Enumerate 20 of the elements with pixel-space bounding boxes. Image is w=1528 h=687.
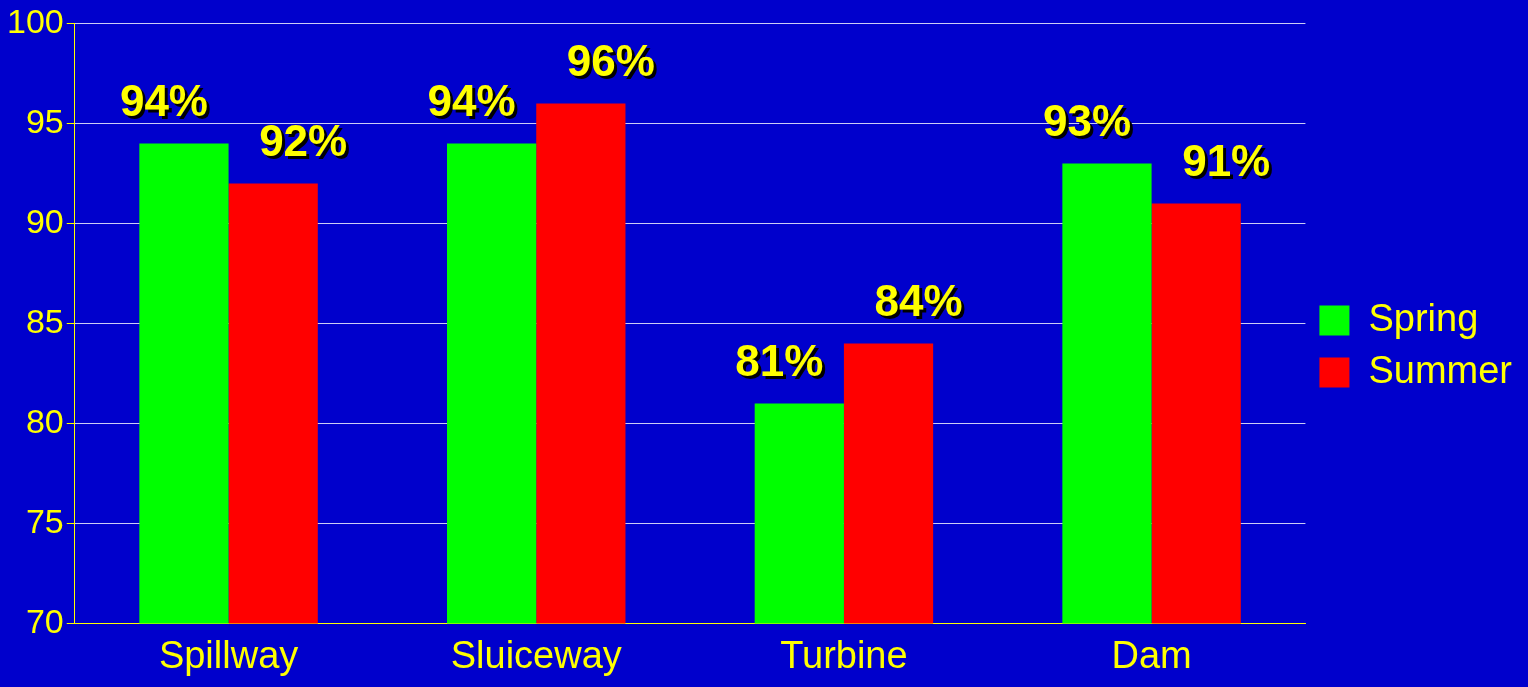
x-tick-label: Sluiceway [450,633,622,676]
x-tick-label: Spillway [158,633,299,676]
x-tick-label: Turbine [780,633,908,676]
data-label: 96% [569,38,658,88]
y-tick-label: 100 [6,1,64,40]
data-label: 94% [430,78,519,128]
x-tick-label: Dam [1111,633,1192,676]
data-label: 91% [1185,138,1274,188]
y-tick-label: 75 [25,501,64,540]
data-label: 94% [122,78,211,128]
y-tick-label: 85 [25,301,64,340]
legend-label: Summer [1368,348,1513,391]
legend-label: Spring [1368,296,1479,339]
y-tick-label: 70 [25,601,64,640]
y-tick-label: 80 [25,401,64,440]
data-label: 92% [262,118,351,168]
data-label: 81% [738,338,827,388]
data-label: 84% [877,278,966,328]
y-tick-label: 95 [25,101,64,140]
y-tick-label: 90 [25,201,64,240]
